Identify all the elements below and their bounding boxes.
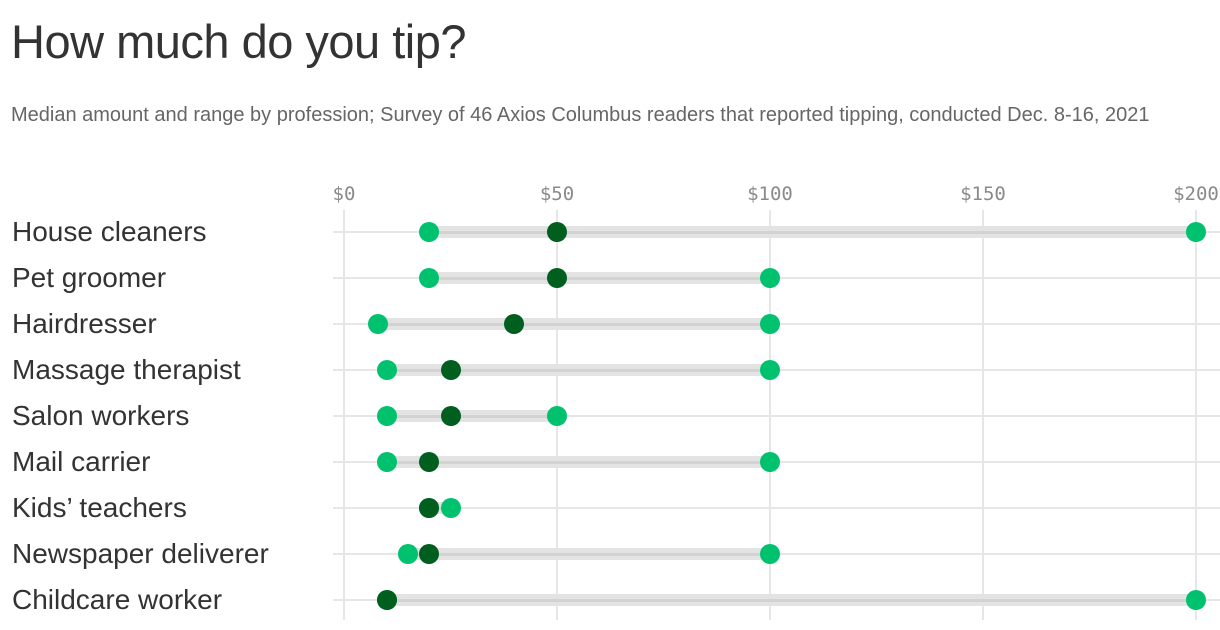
chart-subtitle: Median amount and range by profession; S… <box>11 104 1150 126</box>
row-label: House cleaners <box>12 216 207 247</box>
x-tick-label: $0 <box>332 183 356 205</box>
chart-row: Hairdresser <box>0 301 1220 347</box>
min-dot <box>419 222 440 242</box>
x-tick-label: $200 <box>1173 183 1219 205</box>
median-dot <box>419 544 440 564</box>
max-dot <box>440 498 461 518</box>
max-dot <box>760 268 780 288</box>
row-gridline <box>333 507 1220 509</box>
chart-row: Pet groomer <box>0 255 1220 301</box>
chart-row: Salon workers <box>0 393 1220 439</box>
median-dot <box>419 498 440 518</box>
range-bar <box>378 318 770 330</box>
chart-row: Kids’ teachers <box>0 485 1220 531</box>
range-bar <box>386 456 771 468</box>
chart-row: Newspaper deliverer <box>0 531 1220 577</box>
min-dot <box>376 406 397 426</box>
row-label: Pet groomer <box>12 262 167 293</box>
x-tick-label: $50 <box>539 183 575 205</box>
max-dot <box>760 360 780 380</box>
row-label: Childcare worker <box>12 584 223 615</box>
range-bar <box>386 410 558 422</box>
median-dot <box>440 360 461 380</box>
min-dot <box>376 360 397 380</box>
chart-title: How much do you tip? <box>11 15 467 68</box>
max-dot <box>547 406 567 426</box>
max-dot <box>760 452 780 472</box>
x-tick-label: $100 <box>747 183 793 205</box>
min-dot <box>368 314 389 334</box>
row-label: Hairdresser <box>12 308 157 339</box>
range-bar <box>429 272 770 284</box>
x-tick-label: $150 <box>960 183 1006 205</box>
row-label: Newspaper deliverer <box>12 538 269 569</box>
row-gridline <box>333 415 1220 417</box>
min-dot <box>419 268 440 288</box>
median-dot <box>376 590 397 610</box>
range-bar <box>429 226 1196 238</box>
median-dot <box>504 314 525 334</box>
max-dot <box>1186 222 1206 242</box>
max-dot <box>1186 590 1206 610</box>
median-dot <box>440 406 461 426</box>
row-label: Massage therapist <box>12 354 241 385</box>
range-bar <box>386 364 771 376</box>
row-label: Kids’ teachers <box>12 492 187 523</box>
range-bar <box>407 548 771 560</box>
max-dot <box>760 544 780 564</box>
chart-row: Massage therapist <box>0 347 1220 393</box>
range-bar <box>386 594 1197 606</box>
median-dot <box>419 452 440 472</box>
chart-row: Childcare worker <box>0 577 1220 623</box>
row-label: Mail carrier <box>12 446 151 477</box>
chart-row: House cleaners <box>0 209 1220 255</box>
max-dot <box>760 314 780 334</box>
median-dot <box>547 222 567 242</box>
median-dot <box>547 268 567 288</box>
chart-row: Mail carrier <box>0 439 1220 485</box>
min-dot <box>397 544 418 564</box>
min-dot <box>376 452 397 472</box>
row-label: Salon workers <box>12 400 190 431</box>
